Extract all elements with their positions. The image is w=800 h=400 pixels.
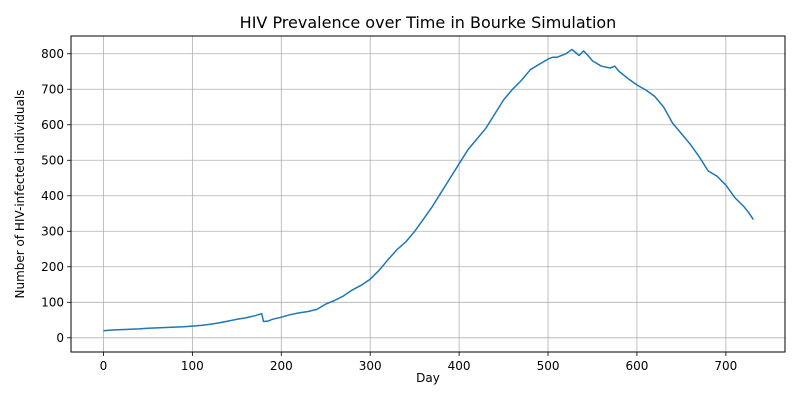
y-tick-label: 0	[56, 331, 64, 345]
y-tick-label: 200	[41, 260, 64, 274]
x-tick-label: 400	[448, 359, 471, 373]
y-tick-label: 400	[41, 189, 64, 203]
x-axis-title: Day	[416, 371, 440, 385]
x-tick-label: 500	[537, 359, 560, 373]
grid	[71, 36, 785, 352]
series-layer	[103, 48, 755, 332]
y-tick-label: 300	[41, 224, 64, 238]
x-axis-ticks: 0 100 200 300 400 500 600 700	[100, 352, 737, 373]
y-tick-label: 500	[41, 153, 64, 167]
chart-title: HIV Prevalence over Time in Bourke Simul…	[240, 13, 617, 32]
plot-area-frame	[70, 35, 786, 353]
y-tick-label: 800	[41, 47, 64, 61]
y-tick-label: 700	[41, 82, 64, 96]
x-tick-label: 600	[626, 359, 649, 373]
y-axis-title: Number of HIV-infected individuals	[13, 90, 27, 299]
y-tick-label: 100	[41, 295, 64, 309]
x-tick-label: 700	[714, 359, 737, 373]
series-line	[103, 48, 755, 332]
x-tick-label: 0	[100, 359, 108, 373]
y-tick-label: 600	[41, 118, 64, 132]
y-axis-ticks: 0 100 200 300 400 500 600 700 800	[41, 47, 71, 345]
x-tick-label: 300	[359, 359, 382, 373]
x-tick-label: 200	[270, 359, 293, 373]
x-tick-label: 100	[181, 359, 204, 373]
